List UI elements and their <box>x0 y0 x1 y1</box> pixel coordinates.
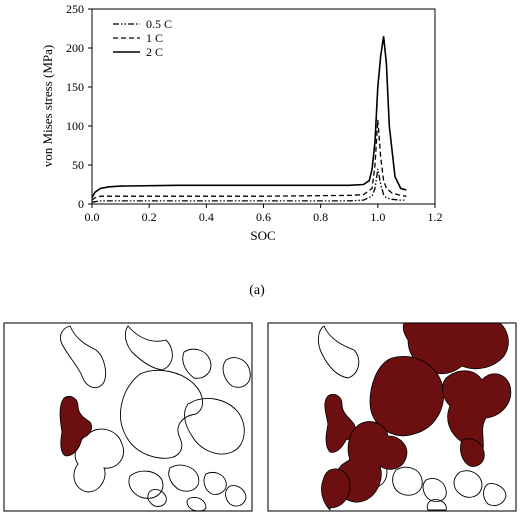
y-axis-label: von Mises stress (MPa) <box>40 45 55 167</box>
y-axis: 0 50 100 150 200 250 <box>66 2 92 211</box>
stressed-particle <box>402 322 509 375</box>
particle-outline <box>483 483 507 507</box>
particle-outline <box>124 325 173 371</box>
particle-outline <box>73 428 124 493</box>
y-tick-label: 100 <box>66 119 84 133</box>
particle-outline <box>182 348 212 379</box>
particle-outline <box>422 478 447 502</box>
stressed-particle <box>324 394 356 453</box>
particle-outline <box>184 397 245 455</box>
stressed-particle <box>321 468 351 511</box>
y-tick-label: 200 <box>66 41 84 55</box>
y-tick-label: 50 <box>72 158 84 172</box>
x-tick-label: 0.2 <box>142 210 157 224</box>
panel-label: (a) <box>249 283 265 298</box>
stressed-particle <box>442 370 512 460</box>
particle-outline <box>426 499 447 511</box>
series-line-1-C <box>91 119 407 201</box>
microstructure-left-frame <box>3 322 253 512</box>
y-tick-label: 0 <box>78 197 84 211</box>
particle-outline <box>147 489 167 507</box>
microstructure-right <box>267 322 517 512</box>
x-tick-label: 0.0 <box>85 210 100 224</box>
particle-outline <box>222 357 251 388</box>
particle-outline <box>128 470 164 499</box>
stressed-particle <box>59 396 92 457</box>
stressed-particle <box>369 356 444 437</box>
particle-outline <box>168 464 200 492</box>
particle-outline <box>392 466 423 496</box>
x-axis-label: SOC <box>250 228 275 243</box>
particle-outline <box>317 325 360 379</box>
legend-label: 1 C <box>146 31 163 45</box>
particle-outline <box>59 325 107 389</box>
legend-label: 0.5 C <box>146 17 172 31</box>
x-tick-label: 1.2 <box>428 210 443 224</box>
x-axis: 0.0 0.2 0.4 0.6 0.8 1.0 1.2 <box>85 204 443 224</box>
series-layer <box>91 36 407 204</box>
y-tick-label: 150 <box>66 80 84 94</box>
legend: 0.5 C1 C2 C <box>113 17 172 59</box>
x-tick-label: 0.4 <box>199 210 214 224</box>
x-tick-label: 0.6 <box>256 210 271 224</box>
particle-outline <box>203 471 227 495</box>
microstructure-left <box>3 322 253 512</box>
particle-outline <box>453 470 483 498</box>
particle-outline <box>120 370 203 459</box>
x-tick-label: 1.0 <box>370 210 385 224</box>
series-line-2-C <box>91 36 407 199</box>
particle-outline <box>225 485 247 507</box>
stressed-particle <box>334 421 408 503</box>
legend-label: 2 C <box>146 45 163 59</box>
y-tick-label: 250 <box>66 2 84 16</box>
series-line-0.5-C <box>91 168 407 204</box>
chart-a: 0 50 100 150 200 250 0.0 0.2 0.4 0.6 0.8 1.0 1.2 0.… <box>40 2 443 243</box>
stressed-particle <box>460 438 485 467</box>
x-tick-label: 0.8 <box>313 210 328 224</box>
particle-outline <box>186 497 207 512</box>
